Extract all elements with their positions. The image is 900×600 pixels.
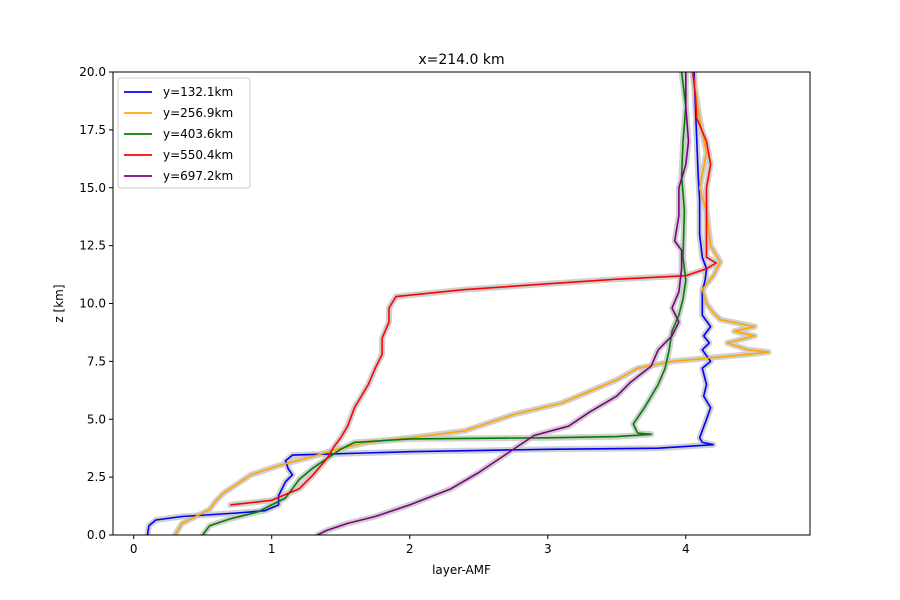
series-lines bbox=[146, 72, 770, 535]
x-axis-label: layer-AMF bbox=[432, 563, 491, 577]
series-1-line bbox=[146, 72, 715, 535]
x-tick-label: 1 bbox=[268, 542, 276, 556]
legend-label-2: y=256.9km bbox=[163, 106, 233, 120]
x-tick-label: 2 bbox=[406, 542, 414, 556]
y-tick-label: 17.5 bbox=[79, 123, 106, 137]
y-tick-label: 20.0 bbox=[79, 65, 106, 79]
legend-label-5: y=697.2km bbox=[163, 169, 233, 183]
series-5-uncertainty-band bbox=[314, 72, 692, 535]
y-tick-label: 15.0 bbox=[79, 181, 106, 195]
y-tick-label: 5.0 bbox=[87, 412, 106, 426]
chart-title: x=214.0 km bbox=[418, 52, 504, 68]
series-3-line bbox=[202, 72, 687, 535]
y-tick-label: 7.5 bbox=[87, 354, 106, 368]
x-tick-label: 4 bbox=[682, 542, 690, 556]
y-tick-label: 12.5 bbox=[79, 239, 106, 253]
series-4-line bbox=[230, 72, 717, 506]
y-tick-label: 10.0 bbox=[79, 297, 106, 311]
series-2-line bbox=[174, 72, 770, 535]
x-tick-label: 0 bbox=[130, 542, 138, 556]
legend-label-4: y=550.4km bbox=[163, 148, 233, 162]
y-axis-label: z [km] bbox=[52, 284, 66, 322]
y-axis-ticks: 0.0 2.5 5.0 7.5 10.0 12.5 15.0 17.5 20.0 bbox=[79, 65, 113, 542]
legend-box bbox=[117, 77, 251, 189]
legend: y=132.1km y=256.9km y=403.6km y=550.4km y=69… bbox=[117, 77, 251, 189]
x-axis-ticks: 0 1 2 3 4 bbox=[130, 535, 690, 556]
x-tick-label: 3 bbox=[544, 542, 552, 556]
y-tick-label: 2.5 bbox=[87, 470, 106, 484]
series-5-line bbox=[316, 72, 690, 535]
y-tick-label: 0.0 bbox=[87, 528, 106, 542]
legend-label-3: y=403.6km bbox=[163, 127, 233, 141]
legend-label-1: y=132.1km bbox=[163, 85, 233, 99]
